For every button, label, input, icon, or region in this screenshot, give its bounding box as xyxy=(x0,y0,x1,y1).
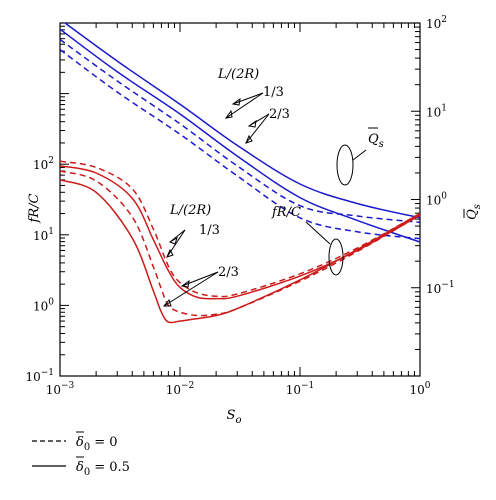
red-arrowhead-1a xyxy=(168,236,178,245)
blue-arrowhead-1b xyxy=(224,109,233,119)
blue-group-label-1: 1/3 xyxy=(263,85,284,100)
blue-group-tag: Qs xyxy=(368,132,384,150)
legend-delta-1: δ xyxy=(76,460,84,475)
svg-text:Qs: Qs xyxy=(465,204,483,220)
series-line-fRC-4 xyxy=(60,160,420,298)
blue-arrow-2b xyxy=(245,113,270,144)
series-line-fRC-5 xyxy=(60,165,420,300)
y-left-axis-title: fR/C xyxy=(27,193,42,223)
red-group-annotation: L/(2R) 1/3 2/3 fR/C xyxy=(162,203,344,307)
red-arrow-2b xyxy=(163,271,219,307)
legend-value-0: = 0 xyxy=(94,435,117,450)
y-right-tick-label-3: 102 xyxy=(426,15,447,31)
red-group-ellipse xyxy=(328,238,344,276)
blue-group-tag-main: Q xyxy=(368,132,379,147)
series-line-Qs-0 xyxy=(63,23,420,219)
legend-delta-0-sub: 0 xyxy=(84,442,90,453)
y-right-tick-label-0: 10−1 xyxy=(426,280,455,296)
blue-arrowhead-2a xyxy=(247,119,257,128)
y-right-tick-label-1: 100 xyxy=(426,192,447,208)
y-left-tick-label-1: 100 xyxy=(33,297,54,313)
tick-label-group: 10−3 10−2 10−1 100 10−1 100 101 102 10−1 100 101 10… xyxy=(25,15,454,397)
red-group-label-1: 1/3 xyxy=(199,223,220,238)
legend-delta-1-sub: 0 xyxy=(84,467,90,478)
blue-group-annotation: L/(2R) 1/3 2/3 Qs xyxy=(217,67,384,186)
legend-label-solid: δ0 = 0.5 xyxy=(76,460,130,478)
y-left-tick-label-0: 10−1 xyxy=(25,368,54,384)
blue-group-label-2: 2/3 xyxy=(269,107,290,122)
red-tag-pointer xyxy=(305,221,331,245)
y-left-tick-label-3: 102 xyxy=(33,156,54,172)
series-line-Qs-1 xyxy=(60,28,420,243)
red-arrowhead-2b xyxy=(162,298,172,307)
series-line-Qs-2 xyxy=(60,38,420,224)
x-axis-title-sub: o xyxy=(235,415,241,426)
y-left-tick-label-2: 101 xyxy=(33,227,54,243)
blue-group-title: L/(2R) xyxy=(217,67,259,82)
legend: δ0 = 0 δ0 = 0.5 xyxy=(32,431,130,478)
blue-group-ellipse xyxy=(336,144,354,186)
red-group-title: L/(2R) xyxy=(169,203,211,218)
blue-arrowhead-2b xyxy=(245,134,253,144)
series-line-Qs-3 xyxy=(60,48,420,240)
legend-value-1: = 0.5 xyxy=(94,460,130,475)
legend-delta-0: δ xyxy=(76,435,84,450)
x-axis-title-main: S xyxy=(227,408,236,423)
red-arrow-1b xyxy=(166,229,186,258)
blue-arrow-1b xyxy=(225,92,264,119)
red-group-label-2: 2/3 xyxy=(218,265,239,280)
y-right-axis-title-sub: s xyxy=(472,204,483,209)
blue-arrow-1a xyxy=(232,92,264,105)
tick-group xyxy=(59,23,421,377)
blue-arrowhead-1a xyxy=(231,97,241,106)
blue-group-tag-sub: s xyxy=(379,139,384,150)
red-group-tag: fR/C xyxy=(271,205,301,220)
series-line-fRC-7 xyxy=(60,179,420,324)
series-group xyxy=(60,23,420,324)
blue-ellipse-pointer xyxy=(352,149,367,161)
legend-label-dashed: δ0 = 0 xyxy=(76,435,118,453)
x-tick-label-1: 10−2 xyxy=(166,381,195,397)
red-arrowhead-2a xyxy=(180,279,190,288)
red-arrowhead-1b xyxy=(166,248,174,258)
x-tick-label-0: 10−3 xyxy=(46,381,75,397)
x-axis-title: So xyxy=(227,408,242,426)
y-right-axis-title-main: Q xyxy=(465,209,480,220)
x-tick-label-3: 100 xyxy=(409,381,430,397)
y-right-axis-title: Qs xyxy=(463,204,483,220)
y-right-tick-label-2: 101 xyxy=(426,103,447,119)
x-tick-label-2: 10−1 xyxy=(286,381,315,397)
red-arrow-2a xyxy=(181,271,219,287)
